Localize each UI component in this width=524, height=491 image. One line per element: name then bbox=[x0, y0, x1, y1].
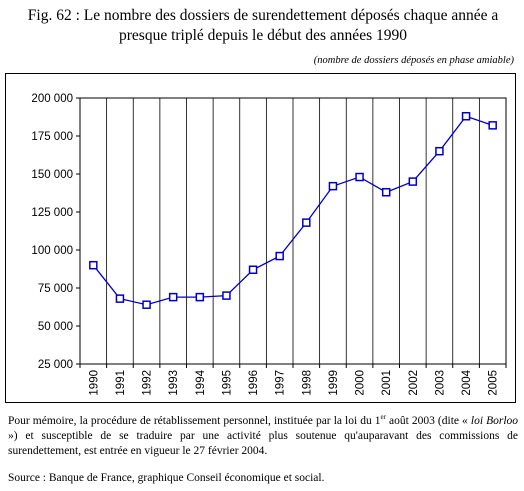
x-tick-label: 1997 bbox=[275, 370, 287, 396]
data-point bbox=[328, 181, 338, 191]
data-point bbox=[168, 292, 178, 302]
x-tick-label: 2002 bbox=[408, 370, 420, 396]
x-tick-label: 1995 bbox=[221, 370, 233, 396]
source-line: Source : Banque de France, graphique Con… bbox=[8, 472, 325, 484]
x-tick-label: 1996 bbox=[248, 370, 260, 396]
data-point bbox=[275, 251, 284, 261]
y-tick-label: 75 000 bbox=[38, 283, 73, 295]
data-point bbox=[142, 300, 151, 309]
data-point bbox=[461, 111, 471, 121]
data-point bbox=[488, 121, 497, 130]
y-tick-label: 100 000 bbox=[31, 245, 73, 257]
data-point bbox=[195, 292, 205, 302]
x-tick-label: 1990 bbox=[88, 370, 100, 396]
data-point bbox=[115, 294, 125, 303]
data-point bbox=[381, 187, 391, 197]
title-line-2: presque triplé depuis le début des année… bbox=[119, 27, 407, 44]
y-tick-label: 175 000 bbox=[31, 131, 73, 143]
y-tick-label: 150 000 bbox=[31, 169, 73, 181]
x-tick-label: 2003 bbox=[434, 370, 446, 396]
data-point bbox=[222, 291, 231, 300]
chart-title: Fig. 62 : Le nombre des dossiers de sure… bbox=[8, 6, 518, 46]
data-point bbox=[302, 218, 311, 227]
footnote-part-1: Pour mémoire, la procédure de rétablisse… bbox=[8, 415, 381, 427]
footnote-law-name: loi Borloo bbox=[470, 415, 519, 427]
data-point bbox=[248, 265, 258, 275]
x-tick-label: 2001 bbox=[381, 370, 393, 396]
y-tick-label: 50 000 bbox=[38, 321, 73, 333]
y-tick-label: 25 000 bbox=[38, 359, 73, 371]
footnote-part-2: août 2003 (dite « bbox=[385, 415, 468, 427]
footnote-superscript: er bbox=[380, 413, 386, 422]
x-tick-label: 1992 bbox=[142, 370, 154, 396]
data-point bbox=[435, 146, 444, 156]
x-tick-label: 1998 bbox=[301, 370, 313, 396]
x-tick-label: 2004 bbox=[461, 369, 473, 395]
x-tick-label: 2000 bbox=[355, 370, 367, 396]
title-line-1: Fig. 62 : Le nombre des dossiers de sure… bbox=[27, 7, 499, 24]
series-line bbox=[92, 115, 493, 306]
data-point bbox=[408, 177, 418, 186]
y-tick-label: 200 000 bbox=[31, 93, 73, 105]
line-chart: 25 000 50 000 75 000 100 000 125 000 150 000 1… bbox=[31, 93, 507, 396]
x-tick-label: 1999 bbox=[328, 370, 340, 396]
chart-frame: 25 000 50 000 75 000 100 000 125 000 150 000 1… bbox=[5, 73, 516, 403]
x-tick-label: 1993 bbox=[168, 370, 180, 396]
x-tick-label: 2005 bbox=[488, 370, 500, 396]
x-tick-label: 1991 bbox=[115, 370, 127, 396]
footnote: Pour mémoire, la procédure de rétablisse… bbox=[8, 414, 518, 459]
chart-subtitle: (nombre de dossiers déposés en phase ami… bbox=[313, 55, 514, 66]
data-point bbox=[89, 260, 98, 270]
y-tick-label: 125 000 bbox=[31, 207, 73, 219]
x-tick-label: 1994 bbox=[195, 369, 207, 395]
data-point bbox=[355, 172, 364, 182]
footnote-part-3: ») et susceptible de se traduire par une… bbox=[8, 430, 518, 457]
